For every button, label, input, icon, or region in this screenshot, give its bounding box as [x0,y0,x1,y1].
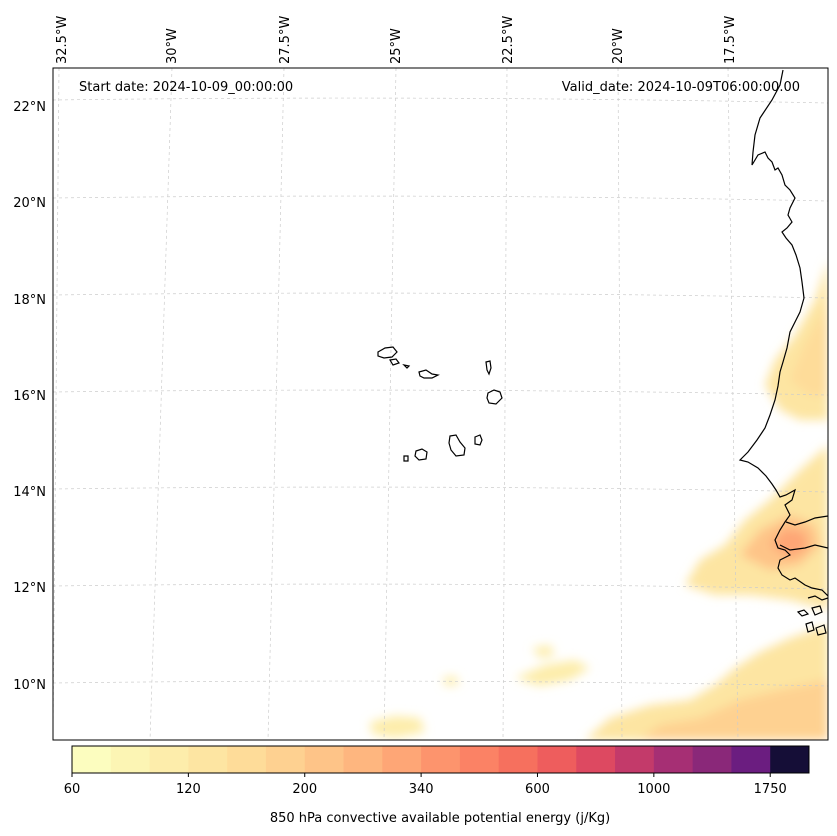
colorbar-tick-label: 120 [176,782,201,797]
colorbar-tick-label: 340 [409,782,434,797]
colorbar-swatch [692,746,732,773]
colorbar: 60 120 200 340 600 1000 1750 850 hPa convectiv… [64,745,810,826]
colorbar-swatch [537,746,577,773]
lon-gridline-32-5w [53,68,60,740]
valid-date-text: Valid_date: 2024-10-09T06:00:00.00 [562,80,800,95]
maio-island [474,434,483,446]
colorbar-swatch [615,746,655,773]
santo-antao-island [377,346,398,359]
lat-gridline-22n [53,97,828,104]
guinea-bissau-islands-1 [796,609,810,617]
cape-region-coast-west-africa [685,445,828,610]
lon-gridline-20w [617,68,623,740]
gridlines [53,68,828,740]
lat-label: 10°N [13,678,46,693]
cape-region-plume-4 [370,716,425,738]
colorbar-swatch [343,746,383,773]
colorbar-tick-label: 1000 [637,782,670,797]
lon-label: 25°W [389,28,404,64]
colorbar-swatch [188,746,228,773]
lat-gridline-10n [53,680,828,687]
lon-gridline-17-5w [727,68,739,740]
colorbar-swatch [459,746,500,773]
lat-gridline-14n [53,486,828,493]
colorbar-swatches [72,746,810,773]
latitude-labels: 22°N 20°N 18°N 16°N 14°N 12°N 10°N [13,100,46,693]
colorbar-tick-label: 60 [64,782,81,797]
colorbar-tick-label: 600 [525,782,550,797]
longitude-labels: 32.5°W 30°W 27.5°W 25°W 22.5°W 20°W 17.5… [55,16,738,64]
colorbar-swatch [498,746,538,773]
cape-region-mauritania-inner [790,300,828,395]
colorbar-swatch [421,746,461,773]
lon-gridline-27-5w [267,68,285,740]
lat-label: 16°N [13,389,46,404]
lon-gridline-22-5w [502,68,508,740]
colorbar-label: 850 hPa convective available potential e… [270,811,610,826]
colorbar-tick-label: 1750 [754,782,787,797]
colorbar-swatch [110,746,151,773]
colorbar-ticks: 60 120 200 340 600 1000 1750 [64,773,787,797]
lon-label: 20°W [611,28,626,64]
sao-nicolau-island [418,369,440,379]
colorbar-swatch [265,746,306,773]
lon-label: 17.5°W [723,16,738,64]
lon-label: 32.5°W [55,16,70,64]
colorbar-swatch [770,746,810,773]
colorbar-swatch [227,746,267,773]
guinea-bissau-mainland [807,595,828,601]
santa-luzia-island [402,364,411,369]
fogo-island [414,448,428,461]
cape-region-southeast-inner [640,680,828,740]
coastlines [377,69,828,636]
lon-gridline-25w [383,68,397,740]
casamance-coast [779,544,828,551]
brava-island [403,455,409,462]
colorbar-swatch [576,746,616,773]
lon-label: 30°W [165,28,180,64]
lat-label: 14°N [13,485,46,500]
colorbar-tick-label: 200 [292,782,317,797]
lon-gridline-30w [149,68,173,740]
lon-label: 22.5°W [501,16,516,64]
colorbar-swatch [382,746,422,773]
lon-label: 27.5°W [278,16,293,64]
sal-island [485,360,492,376]
cape-shading [370,260,828,740]
colorbar-frame [71,745,810,774]
lat-label: 18°N [13,293,46,308]
lat-gridline-16n [53,389,828,396]
cape-region-plume-2 [532,645,555,658]
lat-gridline-12n [53,583,828,590]
colorbar-swatch [149,746,189,773]
start-date-text: Start date: 2024-10-09_00:00:00 [79,80,293,95]
gambia-river [785,515,828,526]
cape-region-plume-1 [515,660,590,686]
colorbar-swatch [653,746,694,773]
santiago-island [448,434,466,457]
guinea-bissau-islands-4 [815,624,827,636]
lat-label: 12°N [13,581,46,596]
sao-vicente-island [389,358,400,366]
west-africa-coast [738,69,828,597]
colorbar-swatch [72,746,112,773]
cape-region-gambia-hot [770,528,808,558]
guinea-bissau-islands-2 [811,605,823,616]
guinea-bissau-islands-3 [805,621,815,633]
lat-label: 20°N [13,196,46,211]
colorbar-swatch [304,746,345,773]
map-area [53,68,828,740]
colorbar-swatch [731,746,771,773]
lat-gridline-18n [53,292,828,299]
lat-label: 22°N [13,100,46,115]
lat-gridline-20n [53,195,828,202]
map-frame [52,67,829,741]
boa-vista-island [486,389,503,405]
